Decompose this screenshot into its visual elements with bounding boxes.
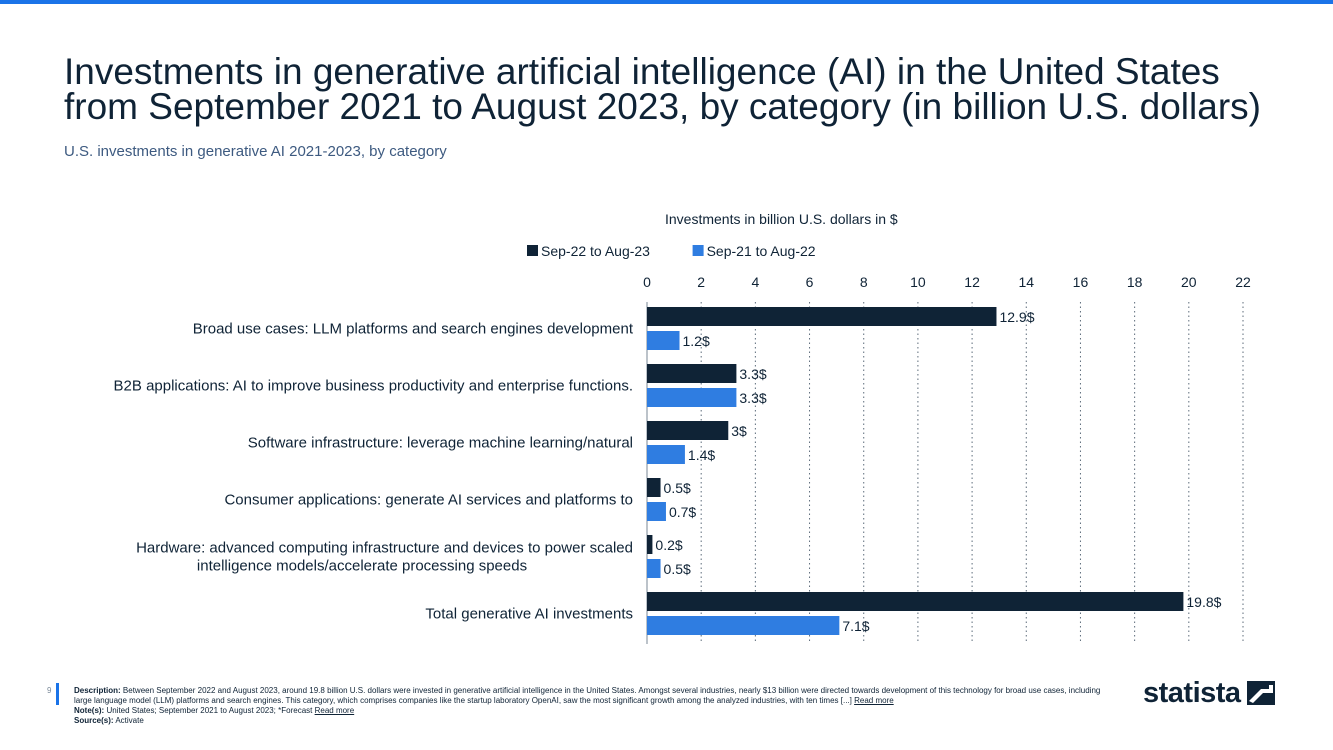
page-number: 9 (47, 686, 52, 695)
bar-sep22-aug23 (647, 364, 737, 383)
page-title: Investments in generative artificial int… (64, 51, 1284, 127)
data-label: 0.5$ (664, 480, 691, 496)
footer-notes: Description: Between September 2022 and … (74, 686, 1104, 726)
category-label: intelligence models/accelerate processin… (197, 558, 527, 575)
x-tick-label: 4 (751, 274, 759, 290)
bar-sep22-aug23 (647, 592, 1184, 611)
data-label: 7.1$ (842, 618, 869, 634)
bar-sep22-aug23 (647, 421, 729, 440)
legend-label-2: Sep-21 to Aug-22 (707, 243, 816, 259)
category-label: Total generative AI investments (425, 606, 633, 623)
legend-swatch-2 (692, 245, 704, 256)
source-label: Source(s): (74, 716, 114, 725)
bar-sep21-aug22 (647, 331, 680, 350)
category-label: Consumer applications: generate AI servi… (224, 492, 633, 509)
data-label: 3.3$ (739, 390, 766, 406)
top-accent-bar (0, 0, 1333, 4)
x-tick-label: 22 (1235, 274, 1251, 290)
x-tick-label: 12 (964, 274, 980, 290)
x-tick-label: 0 (643, 274, 651, 290)
legend-label-1: Sep-22 to Aug-23 (541, 243, 650, 259)
read-more-link-description[interactable]: Read more (854, 696, 894, 705)
description: Description: Between September 2022 and … (74, 686, 1104, 706)
page-subtitle: U.S. investments in generative AI 2021-2… (64, 143, 447, 160)
data-label: 3$ (731, 423, 747, 439)
source-text: Activate (115, 716, 144, 725)
x-tick-label: 16 (1073, 274, 1089, 290)
title-line-2: from September 2021 to August 2023, by c… (64, 86, 1261, 127)
bar-sep21-aug22 (647, 445, 685, 464)
x-tick-label: 6 (806, 274, 814, 290)
bar-chart: Investments in billion U.S. dollars in $… (114, 211, 1251, 644)
title-line-1: Investments in generative artificial int… (64, 51, 1220, 92)
read-more-link-notes[interactable]: Read more (314, 706, 355, 715)
axis-title: Investments in billion U.S. dollars in $ (665, 211, 898, 227)
bar-sep22-aug23 (647, 535, 653, 554)
bar-sep21-aug22 (647, 559, 661, 578)
sources: Source(s): Activate (74, 716, 1104, 726)
data-label: 19.8$ (1186, 594, 1221, 610)
data-label: 0.7$ (669, 504, 696, 520)
category-label: B2B applications: AI to improve business… (114, 378, 633, 395)
statista-logo-icon (1246, 681, 1275, 705)
data-label: 1.2$ (683, 333, 710, 349)
x-tick-label: 20 (1181, 274, 1197, 290)
description-text: Between September 2022 and August 2023, … (74, 686, 1101, 705)
category-label: Hardware: advanced computing infrastruct… (136, 540, 633, 557)
data-label: 0.5$ (664, 561, 691, 577)
data-label: 3.3$ (739, 366, 766, 382)
x-tick-label: 10 (910, 274, 926, 290)
data-label: 12.9$ (999, 309, 1034, 325)
notes-text: United States; September 2021 to August … (106, 706, 313, 715)
bar-sep21-aug22 (647, 502, 666, 521)
statista-logo: statista (1143, 676, 1275, 710)
category-label: Broad use cases: LLM platforms and searc… (193, 321, 634, 338)
x-tick-label: 14 (1018, 274, 1034, 290)
logo-text: statista (1143, 676, 1241, 709)
data-label: 0.2$ (655, 537, 682, 553)
notes: Note(s): United States; September 2021 t… (74, 706, 1104, 716)
legend-swatch-1 (527, 245, 538, 256)
bar-sep22-aug23 (647, 478, 661, 497)
category-label: Software infrastructure: leverage machin… (248, 435, 633, 452)
x-tick-label: 8 (860, 274, 868, 290)
notes-label: Note(s): (74, 706, 105, 715)
bar-sep22-aug23 (647, 307, 997, 326)
bar-sep21-aug22 (647, 616, 840, 635)
x-tick-label: 18 (1127, 274, 1143, 290)
page-marker (56, 683, 59, 705)
x-tick-label: 2 (697, 274, 705, 290)
description-label: Description: (74, 686, 121, 695)
data-label: 1.4$ (688, 447, 715, 463)
bar-sep21-aug22 (647, 388, 737, 407)
